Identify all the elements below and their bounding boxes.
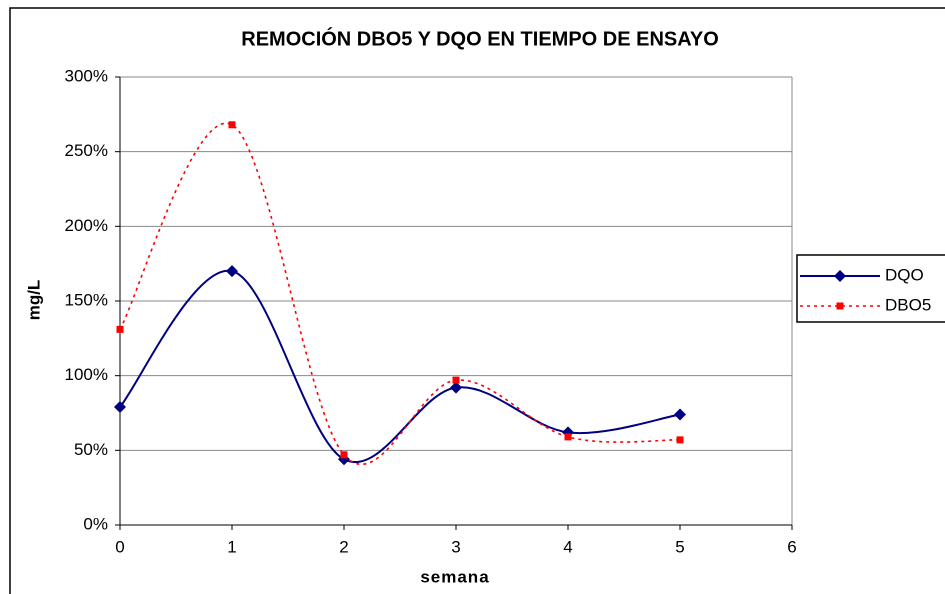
x-tick-label: 1 <box>227 537 236 556</box>
x-tick-label: 4 <box>563 537 572 556</box>
x-axis-label: semana <box>420 567 489 586</box>
y-tick-label: 250% <box>65 141 108 160</box>
legend-label: DQO <box>885 265 924 284</box>
y-tick-label: 150% <box>65 290 108 309</box>
y-tick-label: 0% <box>83 514 108 533</box>
chart-title: REMOCIÓN DBO5 Y DQO EN TIEMPO DE ENSAYO <box>241 26 719 50</box>
data-point <box>116 325 124 333</box>
legend-marker <box>834 270 846 282</box>
legend <box>796 254 945 323</box>
x-tick-label: 0 <box>115 537 124 556</box>
data-point <box>450 381 462 394</box>
x-tick-label: 3 <box>451 537 460 556</box>
data-point <box>676 436 684 444</box>
x-tick-label: 6 <box>787 537 796 556</box>
x-tick-label: 5 <box>675 537 684 556</box>
x-tick-label: 2 <box>339 537 348 556</box>
data-point <box>564 433 572 441</box>
data-point <box>674 408 686 421</box>
y-tick-label: 200% <box>65 216 108 235</box>
data-point <box>340 451 348 459</box>
data-point <box>228 121 236 129</box>
data-point <box>114 401 126 414</box>
y-axis-label: mg/L <box>24 280 43 321</box>
legend-label: DBO5 <box>885 295 931 314</box>
y-tick-label: 50% <box>74 440 108 459</box>
data-point <box>226 265 238 278</box>
y-tick-label: 300% <box>65 66 108 85</box>
data-point <box>452 376 460 384</box>
legend-marker <box>836 302 844 310</box>
y-tick-label: 100% <box>65 365 108 384</box>
